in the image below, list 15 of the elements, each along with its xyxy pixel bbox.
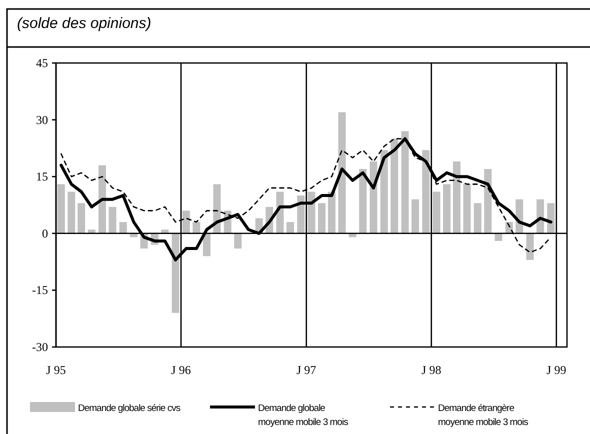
y-tick-label: 45 xyxy=(36,56,48,70)
legend-label: Demande globale série cvs xyxy=(78,403,181,414)
y-tick-label: 30 xyxy=(36,112,48,127)
x-tick-label: J 98 xyxy=(422,363,442,377)
x-tick-label: J 95 xyxy=(46,363,66,377)
x-tick-label: J 99 xyxy=(546,363,566,377)
x-tick-label: J 97 xyxy=(296,363,316,377)
y-tick-label: 15 xyxy=(36,170,48,184)
y-tick-label: -15 xyxy=(32,283,48,298)
y-tick-label: 0 xyxy=(42,226,48,240)
y-tick-label: -30 xyxy=(32,340,48,354)
legend-label: Demande globale moyenne mobile 3 mois xyxy=(258,403,349,428)
x-tick-label: J 96 xyxy=(171,363,191,377)
legend-label: Demande étrangère moyenne mobile 3 mois xyxy=(438,403,529,428)
chart-title: (solde des opinions) xyxy=(17,15,152,32)
